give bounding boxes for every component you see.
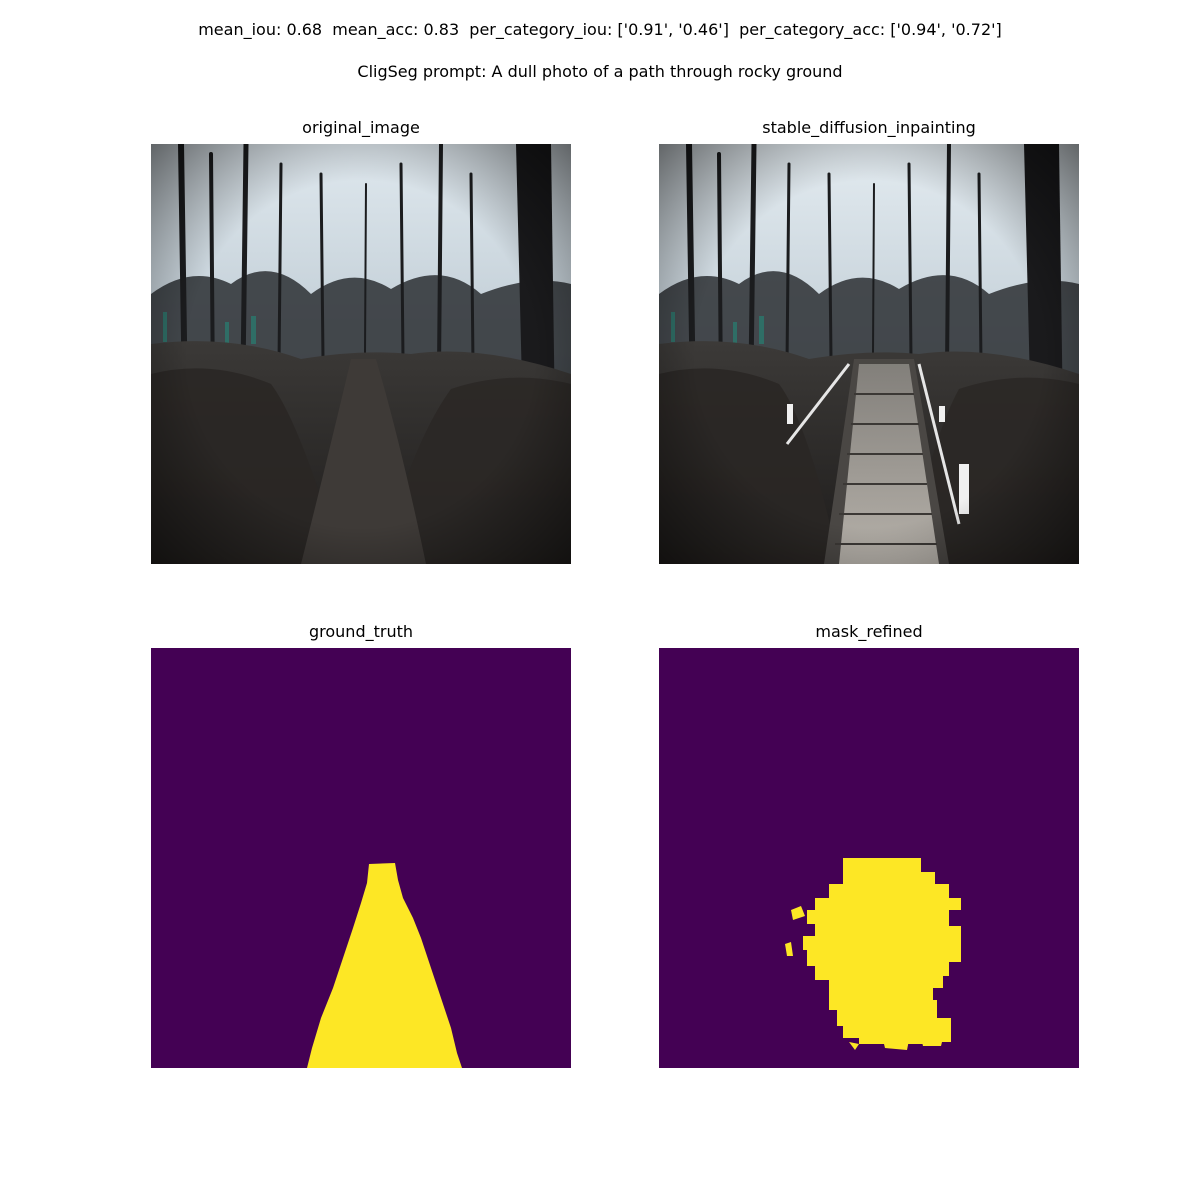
mask-refined-title: mask_refined: [815, 622, 923, 641]
clipseg-prompt: CligSeg prompt: A dull photo of a path t…: [357, 62, 843, 81]
mask-refined-fragment: [883, 1040, 909, 1050]
original-image-title: original_image: [302, 118, 420, 137]
ground-truth-mask: [151, 648, 571, 1068]
inpainting-title: stable_diffusion_inpainting: [762, 118, 976, 137]
mask-refined-fragment: [849, 1042, 859, 1050]
mask-refined-fragment: [921, 1038, 943, 1046]
mask-refined-panel: [659, 648, 1079, 1068]
metrics-summary: mean_iou: 0.68 mean_acc: 0.83 per_catego…: [198, 20, 1002, 39]
mask-refined-region: [803, 858, 961, 1044]
ground-truth-panel: [151, 648, 571, 1068]
mask-refined-mask: [659, 648, 1079, 1068]
original-image-panel: [151, 144, 571, 564]
mask-refined-fragment: [785, 942, 793, 956]
original-image: [151, 144, 571, 564]
ground-truth-title: ground_truth: [308, 622, 413, 641]
inpainting-image: [659, 144, 1079, 564]
mask-refined-fragment: [791, 906, 805, 920]
ground-truth-region: [307, 863, 462, 1068]
inpainting-panel: [659, 144, 1079, 564]
